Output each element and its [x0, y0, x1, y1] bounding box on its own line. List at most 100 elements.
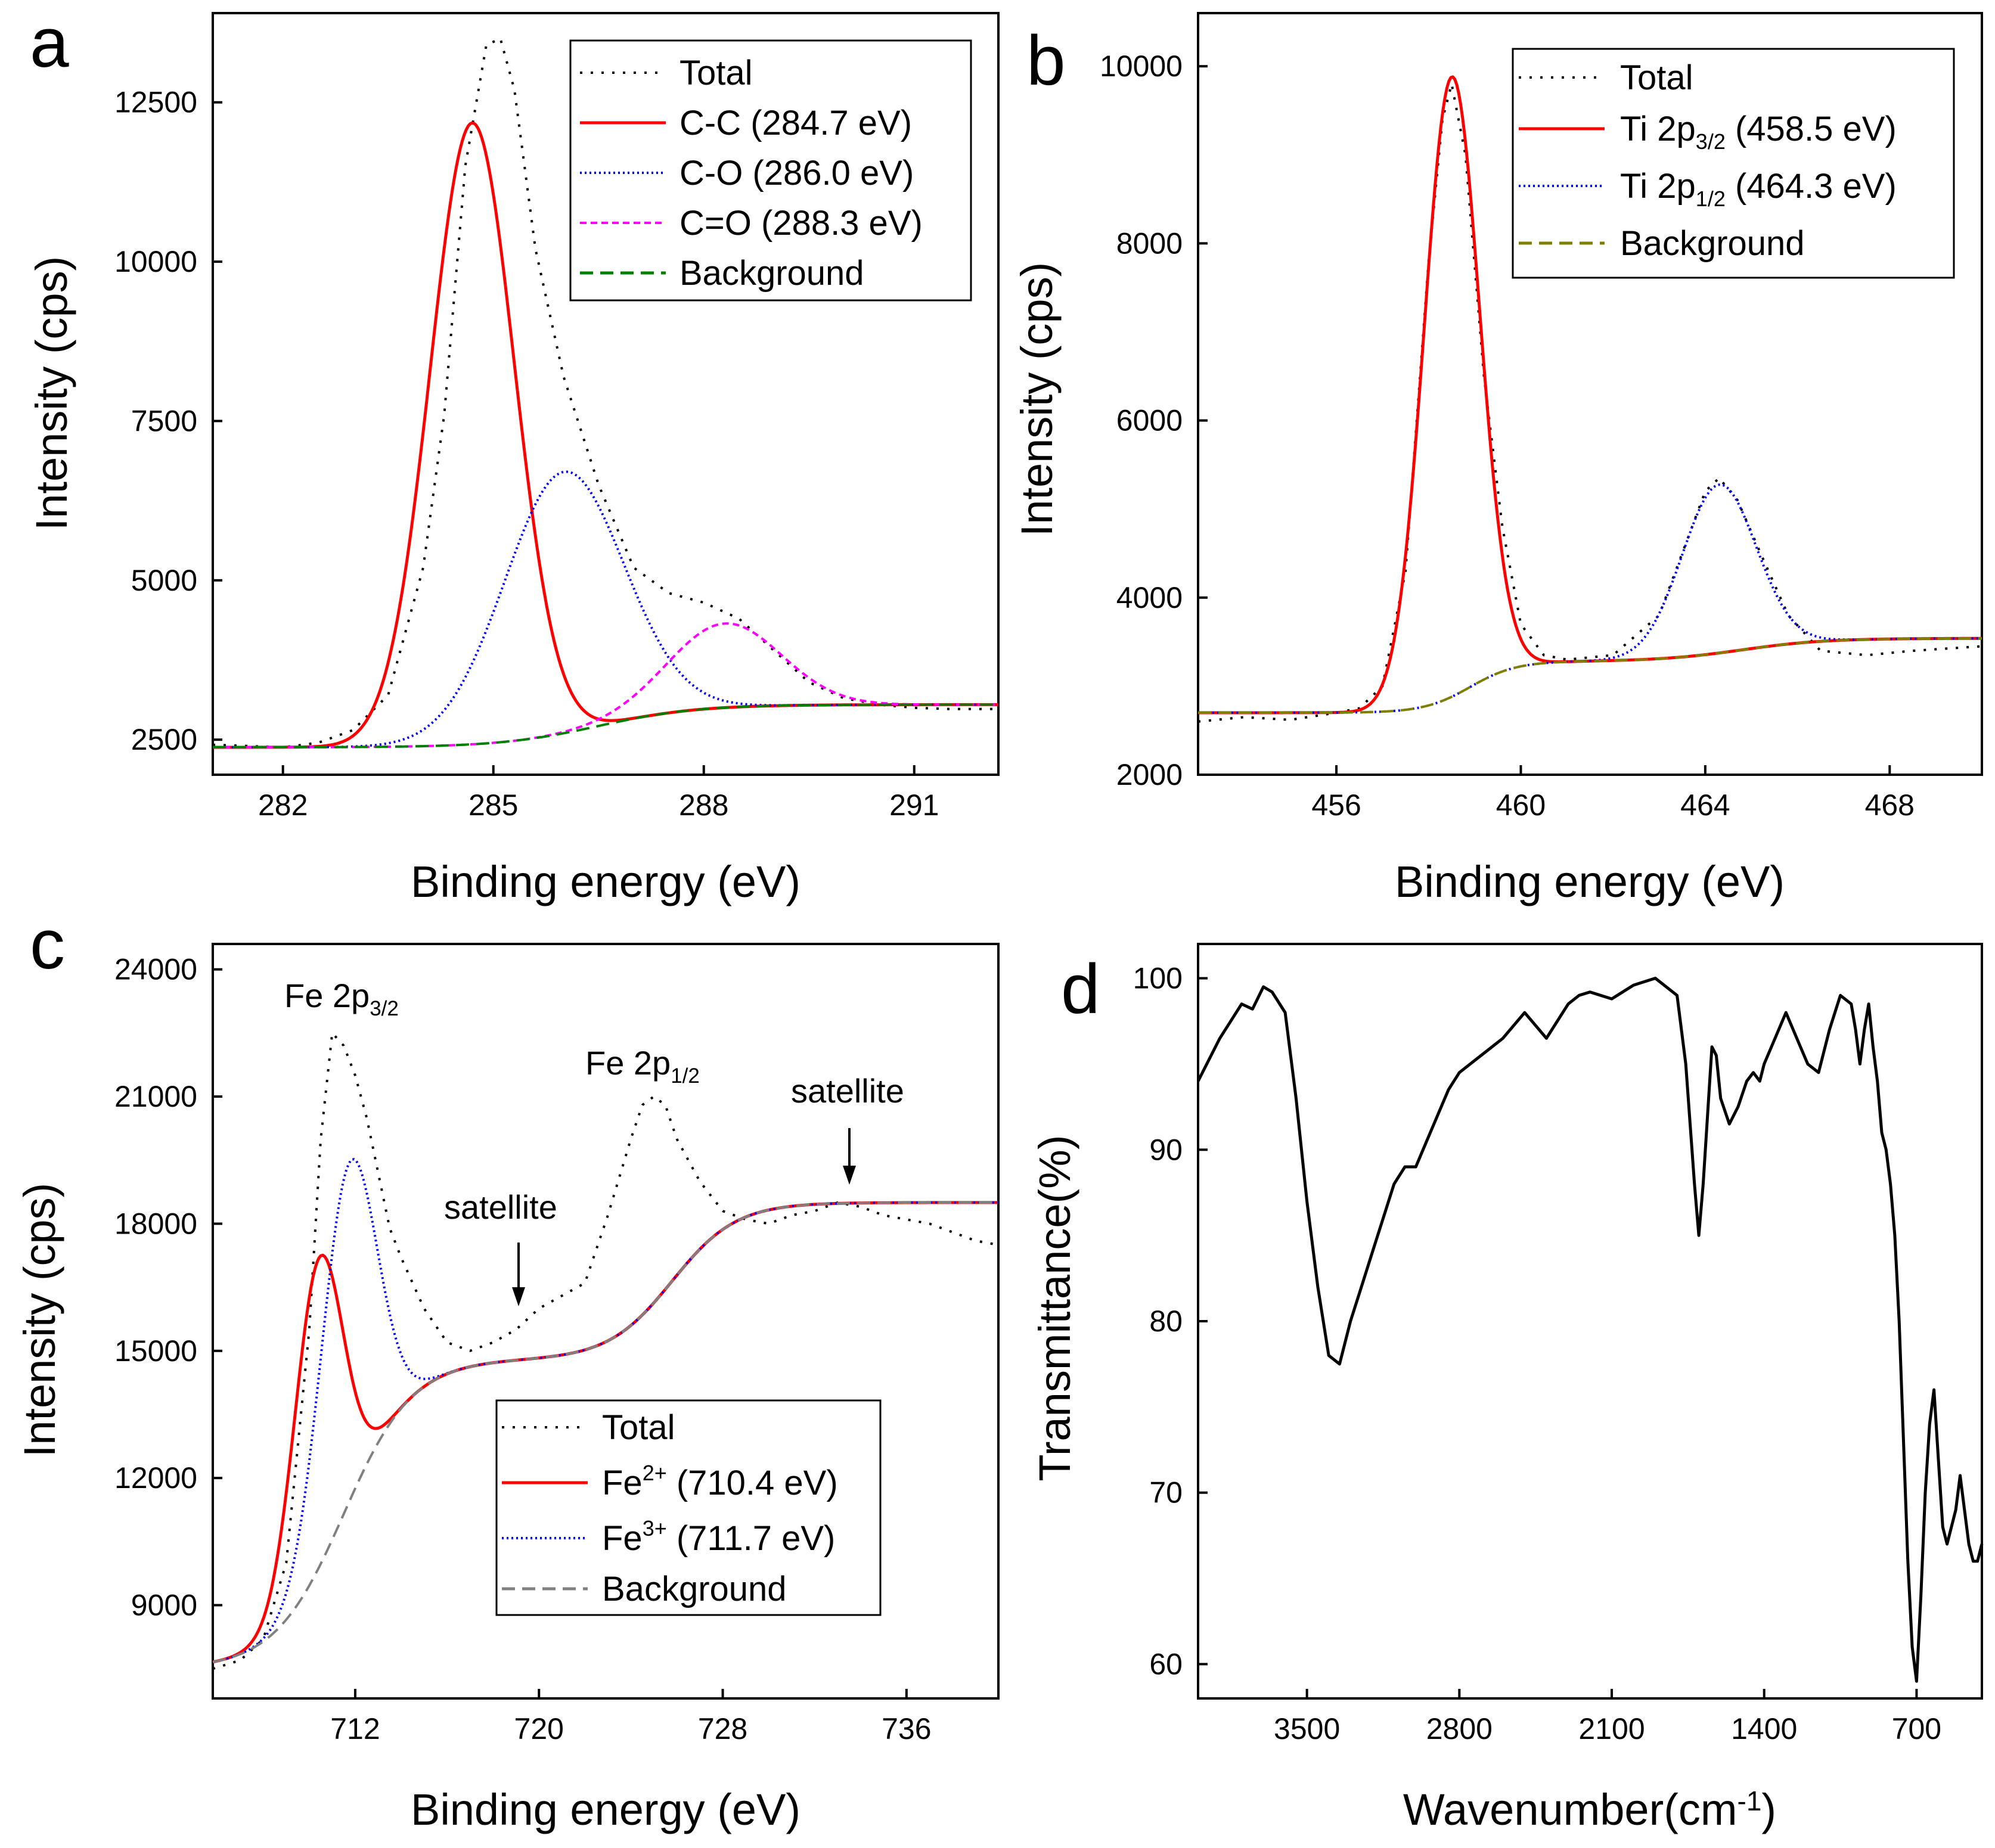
x-tick-label-a: 282 — [258, 788, 308, 822]
x-tick-label-a: 285 — [469, 788, 518, 822]
x-tick-label-d: 3500 — [1274, 1712, 1340, 1745]
y-tick-label-c: 18000 — [114, 1207, 197, 1240]
y-tick-label-d: 60 — [1149, 1647, 1183, 1681]
legend-item-fe3-c: Fe3+ (711.7 eV) — [602, 1516, 835, 1558]
legend-item-ti12-b: Ti 2p1/2 (464.3 eV) — [1620, 167, 1897, 211]
x-axis-label-a: Binding energy (eV) — [411, 857, 801, 906]
legend-c: Total Fe2+ (710.4 eV) Fe3+ (711.7 eV) Ba… — [495, 1399, 882, 1616]
x-tick-label-d: 2800 — [1426, 1712, 1493, 1745]
plot-frame-d — [1197, 943, 1983, 1700]
annotation-fe2p12: Fe 2p1/2 — [585, 1044, 700, 1088]
x-tick-label-d: 700 — [1892, 1712, 1941, 1745]
y-axis-label-d: Transmittance(%) — [1030, 1135, 1079, 1481]
legend-item-background-a: Background — [680, 254, 864, 293]
series-b — [1197, 75, 1982, 723]
y-tick-label-c: 12000 — [114, 1461, 197, 1495]
y-axis-label-a: Intensity (cps) — [27, 256, 76, 531]
legend-item-ti32-b: Ti 2p3/2 (458.5 eV) — [1620, 110, 1897, 154]
series-b-ti-2p1-2-464-3-ev- — [1198, 483, 1982, 714]
series-d-spectrum — [1196, 977, 1984, 1683]
y-tick-label-c: 24000 — [114, 953, 197, 986]
x-axis-label-c: Binding energy (eV) — [411, 1785, 801, 1834]
panel-a: a 282 285 288 291 2500 5000 7500 10000 12500 Bin… — [27, 4, 1000, 906]
y-tick-label-d: 100 — [1133, 962, 1183, 995]
y-tick-label-d: 70 — [1149, 1476, 1183, 1510]
panel-letter-c: c — [30, 905, 65, 984]
x-tick-label-b: 456 — [1311, 788, 1361, 822]
x-tick-label-b: 460 — [1496, 788, 1546, 822]
legend-item-total-b: Total — [1620, 58, 1693, 97]
series-b-background — [1198, 637, 1982, 714]
y-tick-label-a: 5000 — [131, 564, 197, 597]
plot-frame-b — [1197, 12, 1983, 776]
y-tick-label-b: 6000 — [1116, 404, 1183, 437]
legend-box-c — [495, 1399, 882, 1616]
y-tick-label-b: 8000 — [1116, 226, 1183, 260]
y-tick-label-d: 80 — [1149, 1305, 1183, 1338]
arrow-satellite-2 — [843, 1128, 856, 1185]
annotation-fe2p32: Fe 2p3/2 — [284, 977, 399, 1020]
y-tick-label-c: 15000 — [114, 1334, 197, 1368]
legend-a: Total C-C (284.7 eV) C-O (286.0 eV) C=O … — [569, 39, 972, 302]
legend-item-co-a: C-O (286.0 eV) — [680, 154, 914, 192]
series-a-background — [213, 703, 998, 748]
plot-frame-a — [212, 12, 1000, 776]
panel-b: b 456 460 464 468 2000 4000 6000 8000 10000 Bind… — [1012, 12, 1983, 906]
y-tick-label-b: 4000 — [1116, 581, 1183, 614]
y-tick-label-b: 2000 — [1116, 758, 1183, 791]
ticks-d: 3500 2800 2100 1400 700 60 70 80 90 100 — [1133, 962, 1942, 1745]
legend-b: Total Ti 2p3/2 (458.5 eV) Ti 2p1/2 (464.… — [1512, 48, 1955, 279]
panel-c: c 712 720 728 736 9000 12000 15000 18000 21000 24… — [15, 905, 1000, 1834]
ticks-b: 456 460 464 468 2000 4000 6000 8000 10000 — [1100, 49, 1915, 822]
y-tick-label-b: 10000 — [1100, 49, 1183, 83]
y-tick-label-a: 7500 — [131, 404, 197, 437]
x-axis-label-b: Binding energy (eV) — [1395, 857, 1785, 906]
panel-letter-b: b — [1026, 21, 1066, 100]
series-d — [1196, 977, 1984, 1683]
legend-box-a — [569, 39, 972, 302]
x-tick-label-c: 728 — [698, 1712, 747, 1745]
x-axis-label-d: Wavenumber(cm-1) — [1403, 1785, 1776, 1834]
x-tick-label-c: 720 — [514, 1712, 564, 1745]
ticks-c: 712 720 728 736 9000 12000 15000 18000 21000 2400… — [114, 953, 932, 1745]
legend-item-fe2-c: Fe2+ (710.4 eV) — [602, 1461, 838, 1502]
x-tick-label-d: 2100 — [1578, 1712, 1645, 1745]
y-axis-label-c: Intensity (cps) — [15, 1183, 64, 1458]
panel-letter-a: a — [30, 4, 69, 82]
legend-item-c=o-a: C=O (288.3 eV) — [680, 204, 923, 243]
x-tick-label-a: 291 — [889, 788, 939, 822]
y-tick-label-a: 10000 — [114, 245, 197, 278]
panel-d: d 3500 2800 2100 1400 700 60 70 80 90 100 Wavenum… — [1030, 943, 1984, 1834]
annotation-satellite-1: satellite — [444, 1188, 557, 1226]
y-tick-label-c: 21000 — [114, 1080, 197, 1113]
arrow-satellite-1-head — [512, 1287, 525, 1306]
x-tick-label-d: 1400 — [1731, 1712, 1797, 1745]
x-tick-label-a: 288 — [679, 788, 728, 822]
legend-item-background-b: Background — [1620, 224, 1805, 263]
panel-letter-d: d — [1061, 950, 1100, 1029]
x-tick-label-b: 464 — [1680, 788, 1730, 822]
y-tick-label-c: 9000 — [131, 1589, 197, 1622]
annotation-satellite-2: satellite — [791, 1072, 904, 1110]
y-tick-label-a: 12500 — [114, 86, 197, 119]
y-tick-label-d: 90 — [1149, 1133, 1183, 1166]
legend-box-b — [1512, 48, 1955, 279]
series-a — [212, 37, 998, 749]
series-a-c-o-288-3-ev- — [213, 622, 998, 748]
series-c-background — [212, 1201, 998, 1663]
legend-item-cc-a: C-C (284.7 eV) — [680, 104, 912, 142]
x-tick-label-c: 712 — [330, 1712, 380, 1745]
legend-item-total-c: Total — [602, 1408, 675, 1447]
y-tick-label-a: 2500 — [131, 723, 197, 756]
arrow-satellite-2-head — [843, 1166, 856, 1185]
legend-item-total-a: Total — [680, 54, 753, 92]
ticks-a: 282 285 288 291 2500 5000 7500 10000 12500 — [114, 86, 939, 822]
plot-frame-c — [212, 943, 1000, 1700]
arrow-satellite-1 — [512, 1243, 525, 1306]
y-axis-label-b: Intensity (cps) — [1012, 262, 1062, 537]
series-c — [212, 1032, 999, 1670]
legend-item-background-c: Background — [602, 1570, 787, 1608]
x-tick-label-b: 468 — [1865, 788, 1915, 822]
x-tick-label-c: 736 — [882, 1712, 931, 1745]
